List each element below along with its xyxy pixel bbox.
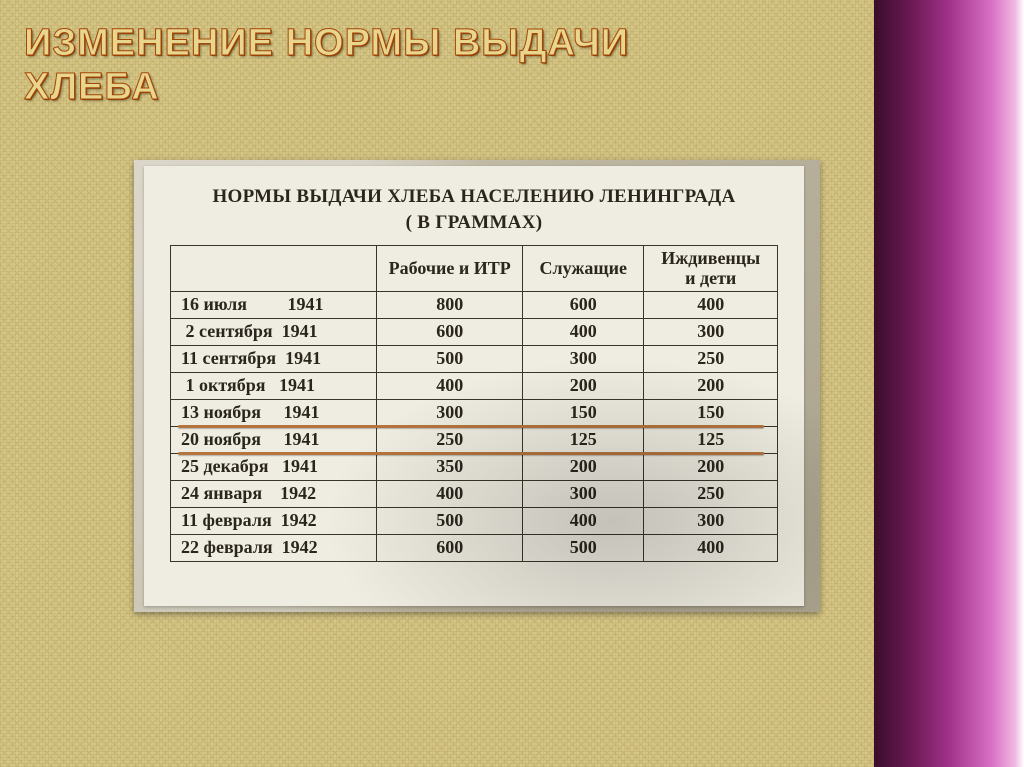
table-title-line1: НОРМЫ ВЫДАЧИ ХЛЕБА НАСЕЛЕНИЮ ЛЕНИНГРАДА <box>212 186 735 207</box>
slide-title: Изменение нормы выдачи хлеба <box>24 22 629 109</box>
rations-table: Рабочие и ИТР Служащие Иждивенцы и дети … <box>170 245 778 562</box>
cell-dependents: 300 <box>644 507 778 534</box>
table-photo: НОРМЫ ВЫДАЧИ ХЛЕБА НАСЕЛЕНИЮ ЛЕНИНГРАДА … <box>134 160 820 612</box>
cell-dependents: 200 <box>644 453 778 480</box>
slide-title-line1: Изменение нормы выдачи <box>24 22 629 64</box>
cell-date: 24 января 1942 <box>171 480 377 507</box>
cell-employees: 125 <box>523 426 644 453</box>
cell-workers: 600 <box>377 534 523 561</box>
highlight-line-top <box>178 425 764 428</box>
cell-dependents: 125 <box>644 426 778 453</box>
table-row: 1 октября 1941400200200 <box>171 372 778 399</box>
cell-dependents: 200 <box>644 372 778 399</box>
col-dependents-l1: Иждивенцы <box>661 248 760 268</box>
table-row: 20 ноября 1941250125125 <box>171 426 778 453</box>
col-workers: Рабочие и ИТР <box>377 246 523 292</box>
cell-workers: 600 <box>377 318 523 345</box>
cell-workers: 500 <box>377 345 523 372</box>
col-dependents-l2: и дети <box>685 268 736 288</box>
cell-employees: 300 <box>523 480 644 507</box>
cell-employees: 200 <box>523 372 644 399</box>
cell-dependents: 250 <box>644 480 778 507</box>
cell-workers: 500 <box>377 507 523 534</box>
cell-employees: 600 <box>523 291 644 318</box>
slide-body: Изменение нормы выдачи хлеба НОРМЫ ВЫДАЧ… <box>0 0 874 767</box>
col-employees: Служащие <box>523 246 644 292</box>
table-row: 16 июля 1941800600400 <box>171 291 778 318</box>
cell-employees: 300 <box>523 345 644 372</box>
cell-dependents: 150 <box>644 399 778 426</box>
cell-dependents: 400 <box>644 534 778 561</box>
cell-date: 25 декабря 1941 <box>171 453 377 480</box>
cell-employees: 500 <box>523 534 644 561</box>
table-title-line2: ( В ГРАММАХ) <box>406 212 543 233</box>
cell-date: 1 октября 1941 <box>171 372 377 399</box>
table-row: 11 сентября 1941500300250 <box>171 345 778 372</box>
cell-date: 11 февраля 1942 <box>171 507 377 534</box>
cell-employees: 400 <box>523 318 644 345</box>
cell-date: 13 ноября 1941 <box>171 399 377 426</box>
cell-date: 20 ноября 1941 <box>171 426 377 453</box>
cell-date: 16 июля 1941 <box>171 291 377 318</box>
table-row: 13 ноября 1941300150150 <box>171 399 778 426</box>
slide-title-line2: хлеба <box>24 66 160 108</box>
paper-sheet: НОРМЫ ВЫДАЧИ ХЛЕБА НАСЕЛЕНИЮ ЛЕНИНГРАДА … <box>144 166 804 606</box>
cell-employees: 400 <box>523 507 644 534</box>
cell-workers: 400 <box>377 372 523 399</box>
table-row: 22 февраля 1942600500400 <box>171 534 778 561</box>
table-row: 24 января 1942400300250 <box>171 480 778 507</box>
highlight-line-bottom <box>178 452 764 455</box>
table-header-row: Рабочие и ИТР Служащие Иждивенцы и дети <box>171 246 778 292</box>
col-date <box>171 246 377 292</box>
slide: Изменение нормы выдачи хлеба НОРМЫ ВЫДАЧ… <box>0 0 1024 767</box>
cell-employees: 200 <box>523 453 644 480</box>
table-title: НОРМЫ ВЫДАЧИ ХЛЕБА НАСЕЛЕНИЮ ЛЕНИНГРАДА … <box>170 184 778 235</box>
cell-date: 2 сентября 1941 <box>171 318 377 345</box>
table-row: 2 сентября 1941600400300 <box>171 318 778 345</box>
table-row: 11 февраля 1942500400300 <box>171 507 778 534</box>
slide-accent-bar <box>874 0 1024 767</box>
cell-workers: 800 <box>377 291 523 318</box>
cell-workers: 400 <box>377 480 523 507</box>
cell-dependents: 250 <box>644 345 778 372</box>
cell-date: 22 февраля 1942 <box>171 534 377 561</box>
cell-date: 11 сентября 1941 <box>171 345 377 372</box>
table-row: 25 декабря 1941350200200 <box>171 453 778 480</box>
cell-dependents: 400 <box>644 291 778 318</box>
cell-workers: 350 <box>377 453 523 480</box>
cell-employees: 150 <box>523 399 644 426</box>
col-dependents: Иждивенцы и дети <box>644 246 778 292</box>
cell-workers: 300 <box>377 399 523 426</box>
cell-dependents: 300 <box>644 318 778 345</box>
cell-workers: 250 <box>377 426 523 453</box>
